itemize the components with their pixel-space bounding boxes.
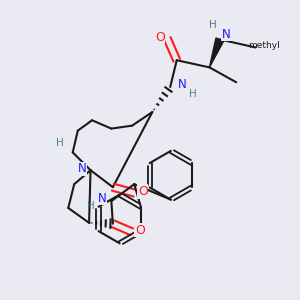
Text: H: H [56, 138, 64, 148]
Text: H: H [189, 88, 196, 98]
Text: H: H [208, 20, 216, 30]
Text: N: N [178, 77, 187, 91]
Text: N: N [98, 192, 106, 205]
Text: O: O [138, 185, 148, 198]
Polygon shape [209, 38, 224, 68]
Text: H: H [87, 202, 95, 212]
Text: O: O [135, 224, 145, 237]
Text: O: O [155, 31, 165, 44]
Text: N: N [222, 28, 231, 40]
Text: methyl: methyl [248, 41, 280, 50]
Text: N: N [78, 162, 87, 175]
